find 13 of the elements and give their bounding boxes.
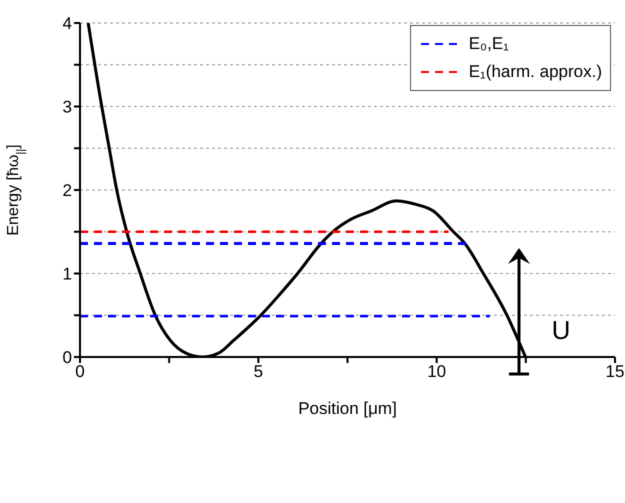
x-tick-label: 0 bbox=[75, 362, 85, 382]
legend-label: E₀,E₁ bbox=[468, 34, 509, 54]
y-tick-label: 4 bbox=[62, 14, 72, 34]
annotation: U bbox=[552, 315, 570, 345]
y-tick-label: 3 bbox=[62, 98, 72, 117]
x-tick-label: 15 bbox=[606, 362, 624, 382]
x-axis-title: Position [μm] bbox=[298, 399, 397, 418]
y-tick-label: 1 bbox=[62, 264, 72, 284]
legend-label: E₁(harm. approx.) bbox=[468, 62, 602, 82]
x-tick-label: 5 bbox=[254, 362, 264, 382]
x-tick-label: 10 bbox=[427, 362, 446, 382]
y-tick-label: 2 bbox=[62, 181, 72, 200]
y-tick-label: 0 bbox=[62, 348, 72, 368]
